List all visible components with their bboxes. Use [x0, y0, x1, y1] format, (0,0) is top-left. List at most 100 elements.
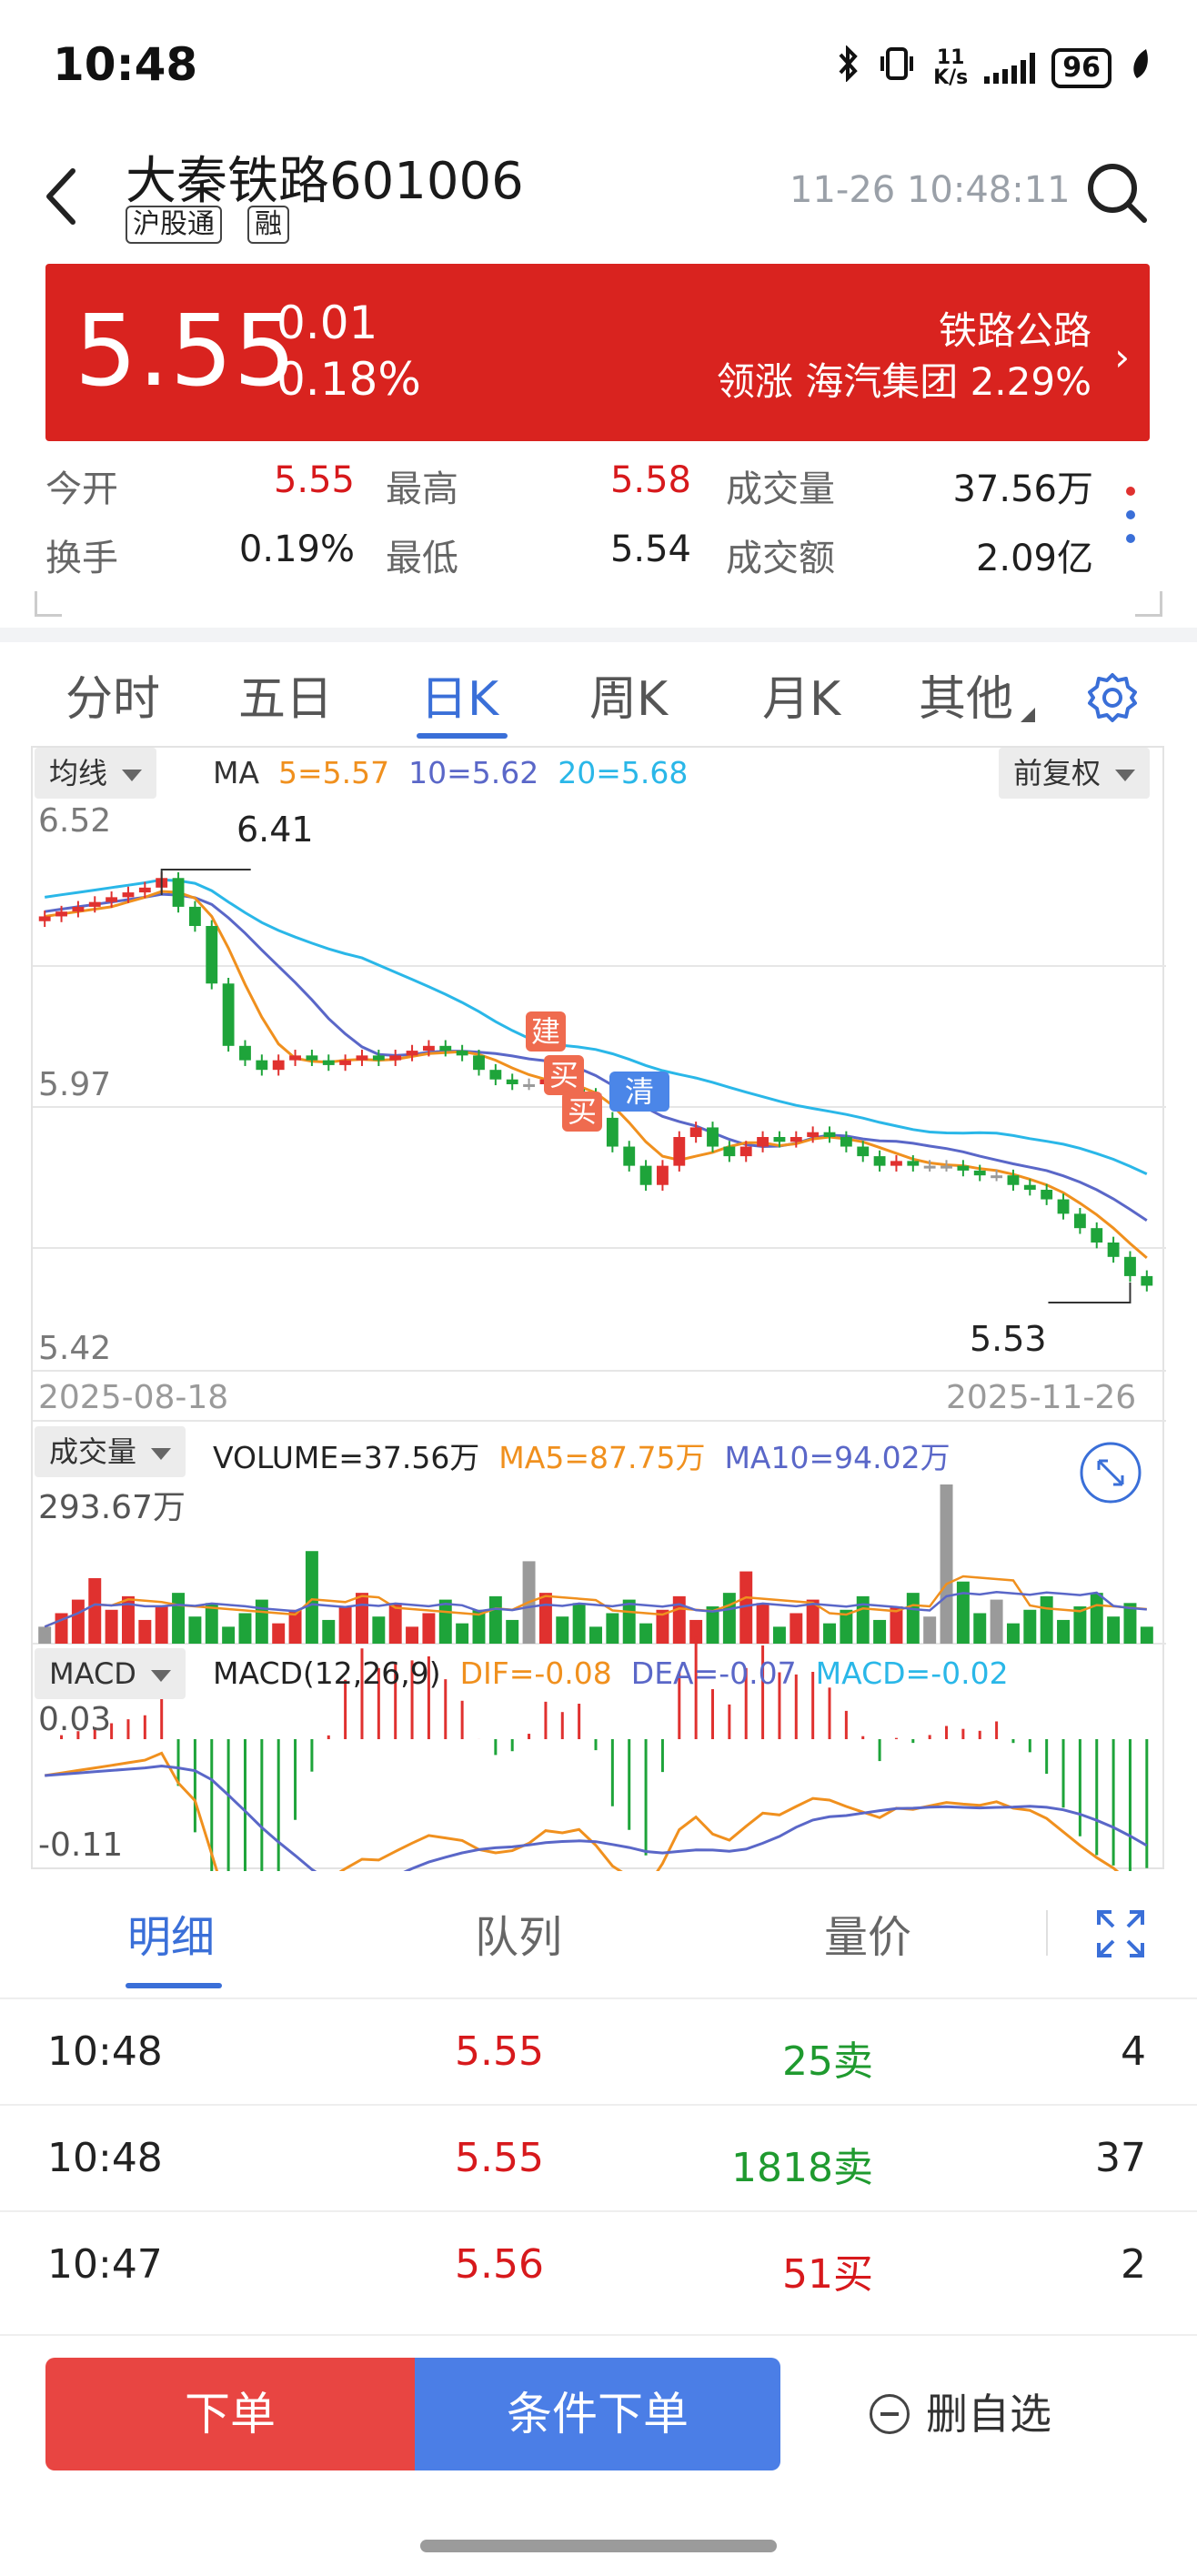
back-arrow-icon[interactable]: [40, 160, 86, 233]
candle-body: [923, 1165, 936, 1169]
candle-body: [890, 1161, 902, 1166]
candle-body: [639, 1165, 652, 1185]
sector-leader[interactable]: 领涨 海汽集团 2.29%: [716, 359, 1091, 404]
ma10-line: [44, 892, 1148, 1222]
signal-buy-marker-2[interactable]: 买: [562, 1092, 602, 1132]
volume-bar: [272, 1623, 286, 1644]
tab-details[interactable]: 明细: [127, 1912, 216, 1963]
candle-body: [673, 1137, 686, 1166]
candle-body: [72, 906, 85, 912]
volume-bar: [823, 1623, 836, 1644]
candle-body: [239, 1045, 251, 1061]
volume-bar: [790, 1613, 803, 1644]
adjust-selector[interactable]: 前复权: [999, 748, 1151, 799]
volume-bar: [322, 1619, 336, 1644]
candle-body: [1041, 1190, 1053, 1200]
tab-queue[interactable]: 队列: [475, 1912, 563, 1963]
candle-body: [1124, 1256, 1136, 1276]
volume-bar: [606, 1613, 619, 1644]
volume-selector[interactable]: 成交量: [35, 1426, 186, 1477]
candle-body: [723, 1146, 736, 1157]
vibrate-icon: [877, 45, 917, 90]
volume-bar: [155, 1606, 168, 1644]
trade-row[interactable]: 10:47 5.56 51买 2: [0, 2210, 1197, 2317]
kline-chart[interactable]: 均线 MA 5=5.57 10=5.62 20=5.68 前复权 6.52 5.…: [31, 746, 1166, 1871]
volume-bar: [438, 1599, 452, 1644]
signal-buy-marker[interactable]: 买: [544, 1055, 584, 1095]
signal-build-marker[interactable]: 建: [526, 1011, 566, 1052]
volume-bar: [238, 1613, 252, 1644]
status-bar: 10:48 11 K/s 96: [0, 0, 1197, 136]
volume-bar: [956, 1581, 970, 1644]
volume-bar: [422, 1613, 436, 1644]
macd-bottom-label: -0.11: [38, 1826, 124, 1864]
stock-title: 大秦铁路601006: [126, 152, 524, 211]
candle-body: [606, 1117, 619, 1147]
tab-intraday[interactable]: 分时: [65, 672, 161, 727]
trade-row[interactable]: 10:48 5.55 25卖 4: [0, 1997, 1197, 2104]
candle-body: [38, 916, 51, 921]
candle-body: [689, 1127, 702, 1137]
tab-daily-k[interactable]: 日K: [420, 672, 499, 727]
volume-bar: [1073, 1606, 1087, 1644]
volume-bar: [205, 1603, 218, 1644]
volume-bar: [188, 1616, 202, 1644]
macd-selector[interactable]: MACD: [35, 1648, 186, 1699]
gear-icon[interactable]: [1084, 669, 1141, 726]
volume-bar: [689, 1619, 703, 1644]
candle-body: [957, 1165, 970, 1171]
remove-watchlist-button[interactable]: 删自选: [870, 2358, 1106, 2470]
volume-bar: [222, 1626, 236, 1644]
tab-volume-price[interactable]: 量价: [824, 1912, 912, 1963]
volume-bar: [706, 1606, 719, 1644]
home-indicator[interactable]: [420, 2540, 777, 2552]
volume-bar: [406, 1626, 419, 1644]
tab-five-day[interactable]: 五日: [238, 672, 334, 727]
tab-weekly-k[interactable]: 周K: [589, 672, 669, 727]
sector-link[interactable]: 铁路公路: [938, 308, 1091, 353]
candle-body: [489, 1070, 502, 1080]
conditional-order-button[interactable]: 条件下单: [415, 2358, 780, 2470]
candle-body: [106, 897, 118, 902]
signal-icon: [984, 52, 1036, 84]
last-price: 5.55: [75, 295, 297, 408]
candle-body: [991, 1175, 1003, 1179]
active-detail-indicator: [126, 1983, 222, 1988]
candle-body: [657, 1165, 669, 1185]
volume-bar: [372, 1616, 386, 1644]
trade-row[interactable]: 10:48 5.55 1818卖 37: [0, 2104, 1197, 2210]
candle-body: [857, 1146, 870, 1157]
chevron-right-icon[interactable]: ›: [1114, 335, 1130, 379]
expand-icon[interactable]: [1079, 1441, 1142, 1504]
more-dots-icon[interactable]: [1117, 487, 1144, 569]
quote-row-1: 今开 5.55 最高 5.58 成交量 37.56万: [45, 459, 1093, 510]
ma-selector[interactable]: 均线: [35, 748, 157, 799]
fullscreen-icon[interactable]: [1093, 1907, 1148, 1961]
volume-bar: [1090, 1593, 1103, 1644]
collapse-bracket-right: [1135, 591, 1162, 617]
y-axis-mid: 5.97: [38, 1066, 112, 1103]
candle-body: [406, 1051, 418, 1056]
tab-other[interactable]: 其他: [919, 672, 1014, 727]
chevron-down-icon: [151, 1447, 172, 1460]
volume-bar: [840, 1609, 853, 1644]
quote-datetime: 11-26 10:48:11: [790, 169, 1071, 211]
candle-body: [823, 1132, 836, 1137]
date-start: 2025-08-18: [38, 1379, 229, 1416]
tab-monthly-k[interactable]: 月K: [762, 672, 841, 727]
candle-body: [439, 1045, 452, 1052]
candle-body: [88, 901, 101, 907]
search-icon[interactable]: [1082, 158, 1152, 227]
macd-dea-line: [45, 1764, 1148, 1871]
candle-body: [306, 1055, 318, 1061]
order-button[interactable]: 下单: [45, 2358, 415, 2470]
price-change: 0.01 0.18%: [277, 297, 421, 406]
volume-bar: [121, 1595, 135, 1644]
signal-clear-marker[interactable]: 清: [609, 1072, 669, 1112]
chevron-down-icon: [1115, 769, 1136, 781]
status-icons: 11 K/s 96: [837, 45, 1152, 90]
tab-separator: [1046, 1910, 1048, 1956]
chevron-down-icon: [150, 1669, 171, 1682]
volume-bar: [338, 1606, 352, 1644]
candle-body: [389, 1055, 402, 1061]
